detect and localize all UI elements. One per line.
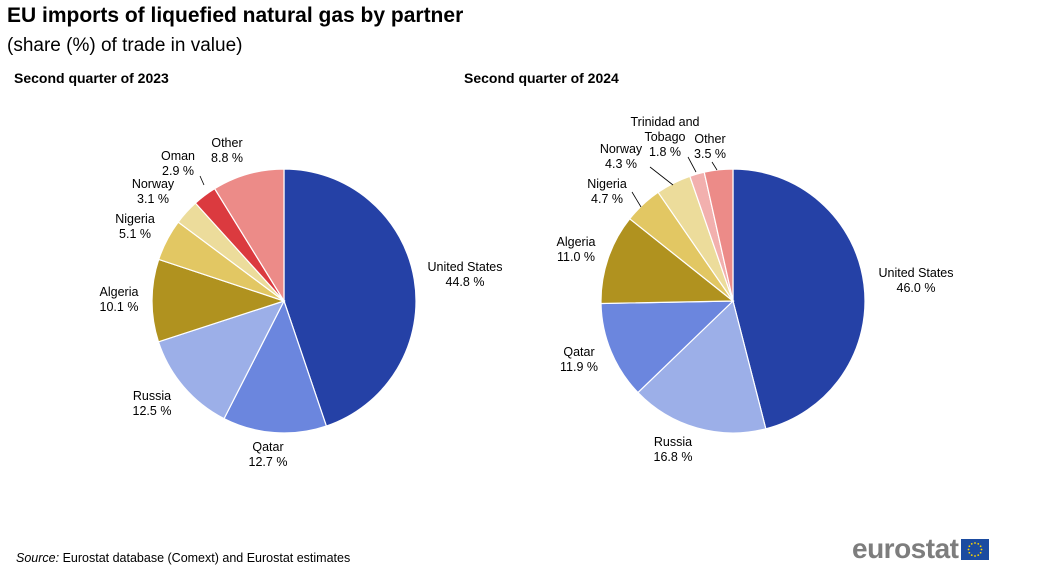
leader-line-norway <box>649 166 674 186</box>
leader-line-trinidad-and-tobago <box>687 156 697 173</box>
logo-text: eurostat <box>852 533 959 564</box>
slice-label-norway: Norway 4.3 % <box>600 142 643 171</box>
slice-label-qatar: Qatar 12.7 % <box>249 440 288 469</box>
eurostat-logo: eurostat <box>852 533 990 565</box>
slice-label-algeria: Algeria 11.0 % <box>557 235 596 264</box>
slice-label-united-states: United States 44.8 % <box>427 260 502 289</box>
pie-slice-russia <box>157 299 286 420</box>
slice-label-norway: Norway 3.1 % <box>132 177 175 206</box>
leader-line-other <box>711 161 718 171</box>
slice-label-oman: Oman 2.9 % <box>161 149 195 178</box>
pie-slice-other <box>213 168 285 304</box>
page-title: EU imports of liquefied natural gas by p… <box>7 4 464 27</box>
slice-label-russia: Russia 16.8 % <box>654 435 693 464</box>
slice-label-united-states: United States 46.0 % <box>878 266 953 295</box>
source-label: Source: <box>16 551 60 565</box>
page-subtitle: (share (%) of trade in value) <box>7 35 243 56</box>
pie-slice-qatar <box>600 300 735 394</box>
slice-label-other: Other 3.5 % <box>694 132 726 161</box>
slice-label-other: Other 8.8 % <box>211 136 243 165</box>
pie-chart-1: United States 46.0 % Russia 16.8 % Qatar 11.9… <box>557 115 954 464</box>
slice-label-russia: Russia 12.5 % <box>133 389 172 418</box>
slice-label-qatar: Qatar 11.9 % <box>560 345 598 374</box>
pie-slice-qatar <box>223 299 328 434</box>
leader-line-oman <box>199 175 205 186</box>
pie-slice-united-states <box>283 168 417 427</box>
pie-slice-united-states <box>732 168 866 430</box>
pie-chart-0: United States 44.8 % Qatar 12.7 % Russia 12.5… <box>100 136 503 469</box>
source-note: Source: Eurostat database (Comext) and E… <box>16 551 350 565</box>
slice-label-nigeria: Nigeria 5.1 % <box>115 212 155 241</box>
slice-label-nigeria: Nigeria 4.7 % <box>587 177 627 206</box>
source-text: Eurostat database (Comext) and Eurostat … <box>59 551 351 565</box>
chart-title-2023: Second quarter of 2023 <box>14 70 169 86</box>
slice-label-algeria: Algeria 10.1 % <box>100 285 139 314</box>
leader-line-nigeria <box>631 191 642 208</box>
pie-slice-russia <box>637 299 767 434</box>
pie-slice-other <box>703 168 734 302</box>
pie-slice-algeria <box>600 217 735 305</box>
slice-label-trinidad-and-tobago: Trinidad and Tobago 1.8 % <box>630 115 699 159</box>
pie-slice-algeria <box>151 258 286 343</box>
chart-title-2024: Second quarter of 2024 <box>464 70 619 86</box>
eu-flag-icon <box>961 538 990 560</box>
